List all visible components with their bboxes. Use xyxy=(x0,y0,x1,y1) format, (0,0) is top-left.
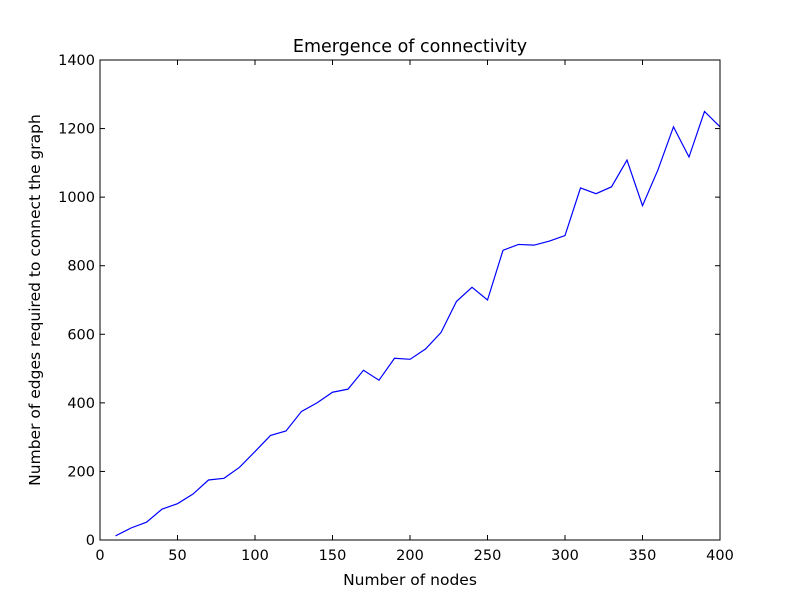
data-point xyxy=(254,451,255,452)
y-tick-label: 1400 xyxy=(58,53,95,69)
data-point xyxy=(533,245,534,246)
data-point xyxy=(378,380,379,381)
y-tick-label: 0 xyxy=(86,533,95,549)
x-tick-label: 400 xyxy=(706,548,734,564)
data-point xyxy=(270,435,271,436)
data-point xyxy=(316,402,317,403)
data-point xyxy=(688,156,689,157)
x-tick-label: 200 xyxy=(396,548,424,564)
chart-title: Emergence of connectivity xyxy=(293,37,527,57)
data-point xyxy=(425,348,426,349)
x-tick-label: 250 xyxy=(474,548,502,564)
y-tick-label: 800 xyxy=(67,259,95,275)
data-point xyxy=(518,244,519,245)
data-point xyxy=(657,169,658,170)
data-point xyxy=(301,411,302,412)
data-point xyxy=(502,250,503,251)
y-tick-label: 400 xyxy=(67,396,95,412)
y-tick-label: 200 xyxy=(67,464,95,480)
y-axis: 0 200 400 600 800 1000 1200 1400 xyxy=(58,53,720,549)
y-axis-label: Number of edges required to connect the … xyxy=(26,114,44,486)
data-point xyxy=(456,301,457,302)
plot-area xyxy=(115,110,721,537)
data-point xyxy=(223,478,224,479)
y-tick-label: 600 xyxy=(67,327,95,343)
x-tick-label: 350 xyxy=(629,548,657,564)
x-tick-label: 300 xyxy=(551,548,579,564)
data-point xyxy=(409,359,410,360)
x-tick-label: 50 xyxy=(168,548,186,564)
data-point xyxy=(626,160,627,161)
data-point xyxy=(285,430,286,431)
data-point xyxy=(332,392,333,393)
data-point xyxy=(239,467,240,468)
data-point xyxy=(471,287,472,288)
data-point xyxy=(440,332,441,333)
series-line xyxy=(115,110,721,537)
data-point xyxy=(642,205,643,206)
x-tick-label: 100 xyxy=(241,548,269,564)
data-point xyxy=(192,493,193,494)
x-tick-label: 0 xyxy=(95,548,104,564)
data-point xyxy=(363,370,364,371)
data-point xyxy=(673,126,674,127)
data-point xyxy=(177,503,178,504)
data-point xyxy=(704,111,705,112)
x-axis: 0 50 100 150 200 250 300 350 400 xyxy=(95,60,734,564)
data-point xyxy=(564,235,565,236)
data-point xyxy=(394,358,395,359)
plot-frame xyxy=(99,59,721,541)
x-tick-label: 150 xyxy=(319,548,347,564)
data-point xyxy=(487,299,488,300)
data-point xyxy=(549,240,550,241)
y-tick-label: 1000 xyxy=(58,190,95,206)
data-point xyxy=(146,522,147,523)
data-point xyxy=(347,389,348,390)
data-point xyxy=(595,193,596,194)
data-point xyxy=(130,527,131,528)
y-tick-label: 1200 xyxy=(58,122,95,138)
data-point xyxy=(115,535,116,536)
data-point xyxy=(208,479,209,480)
data-point xyxy=(611,186,612,187)
data-point xyxy=(161,509,162,510)
x-axis-label: Number of nodes xyxy=(343,571,477,589)
data-point xyxy=(580,187,581,188)
